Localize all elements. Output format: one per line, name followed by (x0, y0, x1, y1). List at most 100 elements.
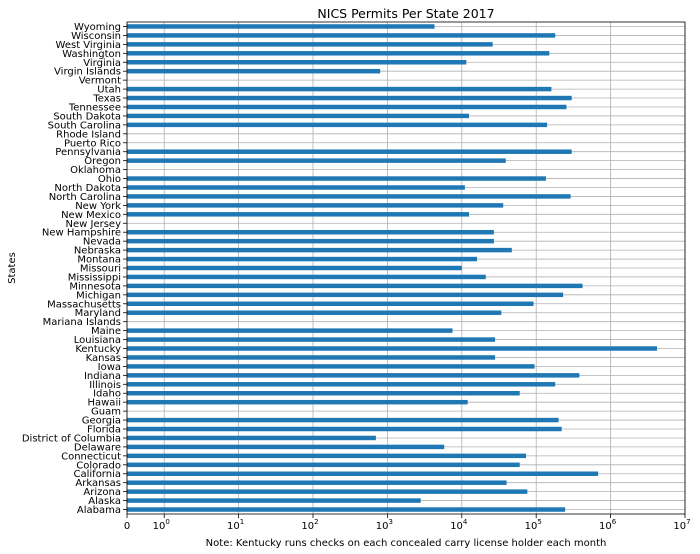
x-tick-exponent: 0 (165, 518, 169, 526)
bar (127, 498, 421, 503)
x-tick-label: 100 (153, 518, 170, 532)
category-label: Georgia (82, 416, 121, 427)
category-label: Indiana (84, 371, 121, 382)
bar (127, 364, 535, 369)
x-axis-label: Note: Kentucky runs checks on each conce… (206, 538, 607, 549)
category-label: Delaware (74, 442, 121, 453)
category-label: Alaska (88, 496, 121, 507)
bar (127, 68, 381, 74)
x-axis: 0 100 101 102 103 104 105 106 107 (124, 514, 691, 532)
bar (127, 283, 583, 289)
category-label: Louisiana (74, 335, 121, 346)
bar (127, 462, 520, 468)
bar (127, 176, 546, 181)
category-label: Tennessee (68, 102, 121, 113)
bar (127, 355, 496, 360)
bar (127, 229, 494, 235)
bar (127, 435, 376, 441)
bar (127, 426, 562, 432)
bar (127, 212, 470, 217)
category-label: Iowa (98, 362, 121, 373)
bar (127, 337, 496, 342)
category-label: New York (75, 201, 121, 212)
bar (127, 42, 493, 47)
category-label: Nevada (83, 237, 121, 248)
category-label: Mariana Islands (43, 317, 121, 328)
category-label: Vermont (79, 76, 121, 87)
x-tick-exponent: 2 (314, 518, 318, 526)
bar (127, 95, 572, 101)
y-axis-label: States (7, 252, 18, 284)
bar (127, 471, 599, 476)
category-label: North Dakota (54, 183, 121, 194)
category-label: California (74, 469, 122, 480)
category-label: Connecticut (61, 451, 121, 462)
category-label: New Mexico (61, 210, 121, 221)
category-label: Mississippi (68, 272, 121, 283)
bar (127, 328, 453, 333)
bar (127, 247, 512, 253)
x-tick-label: 104 (450, 518, 468, 532)
category-label: Kansas (86, 353, 121, 364)
bar (127, 373, 580, 378)
bar (127, 292, 564, 298)
category-label: New Jersey (66, 219, 122, 230)
category-label: Arkansas (75, 478, 121, 489)
bar (127, 33, 556, 38)
bar (127, 113, 470, 119)
x-tick-label: 102 (301, 518, 318, 532)
bar (127, 391, 520, 396)
category-label: North Carolina (49, 192, 121, 203)
category-label: New Hampshire (42, 228, 121, 239)
bar (127, 301, 534, 307)
category-label: Utah (97, 85, 121, 96)
bar (127, 51, 550, 56)
bar (127, 60, 467, 65)
category-label: Colorado (76, 460, 121, 471)
category-label: Massachusetts (47, 299, 121, 310)
x-tick-exponent: 3 (389, 518, 393, 526)
bar (127, 489, 528, 494)
x-tick-exponent: 1 (240, 518, 244, 526)
category-label: Missouri (80, 264, 121, 275)
category-label: West Virginia (56, 40, 121, 51)
bar (127, 24, 435, 29)
category-label: Alabama (77, 505, 121, 516)
category-label: Texas (92, 94, 121, 105)
category-label: Rhode Island (56, 129, 121, 140)
x-tick-label: 101 (227, 518, 244, 532)
bar (127, 453, 527, 459)
category-label: Montana (77, 255, 121, 266)
bar (127, 104, 567, 110)
category-label: Idaho (93, 389, 121, 400)
category-label: Kentucky (75, 344, 121, 355)
bar (127, 417, 559, 423)
bar (127, 86, 552, 92)
y-axis: AlabamaAlaskaArizonaArkansasCaliforniaCo… (22, 22, 127, 516)
category-label: Ohio (98, 174, 121, 185)
category-label: Puerto Rico (64, 138, 121, 149)
bar (127, 507, 566, 512)
category-label: South Dakota (53, 111, 121, 122)
x-tick-exponent: 5 (537, 518, 541, 526)
x-tick-label: 0 (124, 521, 130, 532)
category-label: Maine (91, 326, 121, 337)
bar (127, 256, 477, 262)
category-label: Washington (62, 49, 121, 60)
category-label: Oklahoma (70, 165, 121, 176)
bar (127, 444, 445, 450)
x-tick-label: 103 (376, 518, 393, 532)
category-label: Virginia (83, 58, 121, 69)
chart-title: NICS Permits Per State 2017 (317, 6, 494, 21)
bar (127, 158, 506, 163)
category-label: Nebraska (74, 246, 121, 257)
category-label: Pennsylvania (55, 147, 121, 158)
x-tick-exponent: 6 (612, 518, 617, 526)
x-tick-exponent: 7 (686, 518, 690, 526)
bar (127, 122, 548, 128)
x-tick-exponent: 4 (463, 518, 468, 526)
x-tick-label: 106 (599, 518, 617, 532)
category-label: Arizona (83, 487, 121, 498)
bar (127, 238, 494, 244)
